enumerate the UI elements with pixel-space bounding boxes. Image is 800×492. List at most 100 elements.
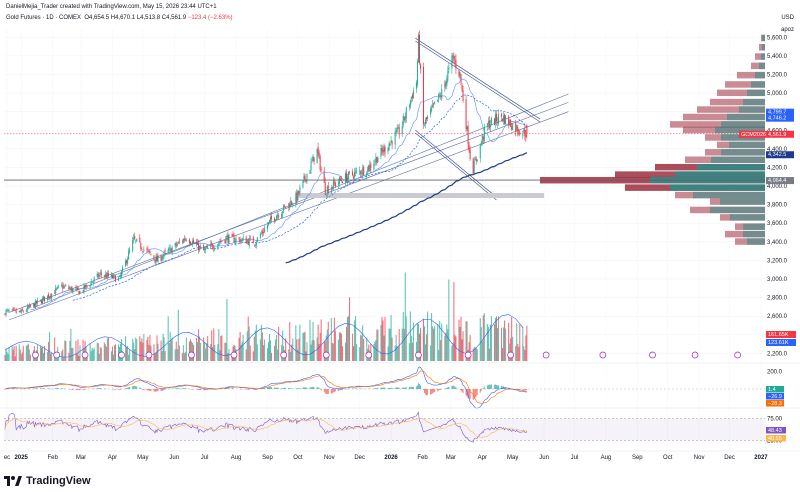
- candle-body: [451, 55, 453, 69]
- candle-body: [75, 287, 77, 289]
- symbol-name[interactable]: Gold Futures · 1D · COMEX: [6, 15, 82, 21]
- volume-profile-buy-bar: [762, 34, 765, 42]
- time-tick-label: 2025: [15, 455, 29, 461]
- volume-bar: [248, 326, 250, 361]
- volume-bar: [278, 326, 280, 361]
- candle-body: [363, 166, 365, 175]
- macd-histogram-bar: [163, 389, 165, 390]
- candle-body: [516, 125, 518, 131]
- candle-body: [33, 303, 35, 308]
- candle-body: [417, 34, 419, 62]
- volume-bar: [219, 350, 221, 361]
- macd-histogram-bar: [289, 388, 291, 389]
- candle-body: [367, 166, 369, 173]
- volume-bar: [212, 347, 214, 361]
- candle-body: [21, 308, 23, 311]
- candle-body: [267, 221, 269, 225]
- macd-histogram-bar: [282, 388, 284, 389]
- macd-histogram-bar: [225, 388, 227, 389]
- macd-histogram-bar: [475, 389, 477, 397]
- macd-histogram-bar: [389, 387, 391, 389]
- macd-histogram-bar: [437, 389, 439, 392]
- macd-pane: [0, 362, 800, 409]
- macd-histogram-bar: [494, 384, 496, 389]
- candle-body: [427, 116, 429, 119]
- candle-body: [275, 219, 277, 222]
- candle-body: [139, 237, 141, 242]
- candle-body: [389, 142, 391, 146]
- volume-bar: [168, 343, 170, 361]
- volume-profile: [540, 34, 765, 245]
- volume-bar: [157, 343, 159, 361]
- candle-body: [481, 135, 483, 144]
- candle-body: [61, 284, 63, 287]
- macd-histogram-bar: [127, 387, 129, 389]
- volume-bar: [403, 328, 405, 361]
- macd-histogram-bar: [299, 388, 301, 389]
- macd-histogram-bar: [199, 389, 201, 391]
- volume-bar: [482, 315, 484, 361]
- event-marker-icon: [145, 351, 153, 359]
- volume-bar: [396, 346, 398, 361]
- volume-bar: [505, 328, 507, 361]
- price-tick-label: 3,800.0: [767, 203, 788, 209]
- candle-body: [326, 186, 328, 194]
- macd-label-text: −28.3: [768, 401, 782, 407]
- support-zone: [297, 193, 545, 198]
- volume-bar: [288, 349, 290, 361]
- macd-histogram-bar: [142, 389, 144, 390]
- macd-histogram-bar: [84, 389, 86, 390]
- candle-body: [285, 207, 287, 209]
- candle-body: [327, 185, 329, 193]
- candle-body: [58, 285, 60, 287]
- macd-histogram-bar: [502, 386, 504, 389]
- macd-histogram-bar: [525, 389, 527, 390]
- macd-histogram-bar: [140, 388, 142, 389]
- volume-bar: [389, 328, 391, 361]
- macd-histogram-bar: [185, 388, 187, 389]
- macd-histogram-bar: [313, 387, 315, 389]
- candle-body: [368, 165, 370, 171]
- candle-body: [445, 81, 447, 85]
- candle-body: [509, 120, 511, 125]
- macd-histogram-bar: [196, 389, 198, 390]
- candle-body: [178, 241, 180, 243]
- candle-body: [318, 152, 320, 156]
- candle-body: [50, 295, 52, 298]
- candle-body: [375, 157, 377, 163]
- candle-body: [55, 287, 57, 294]
- candle-body: [465, 99, 467, 129]
- volume-bar: [245, 349, 247, 361]
- volume-bar: [384, 316, 386, 361]
- volume-bar: [349, 297, 351, 361]
- volume-bar: [451, 345, 453, 361]
- volume-bar: [494, 317, 496, 361]
- candle-body: [468, 144, 470, 152]
- macd-histogram-bar: [34, 388, 36, 389]
- volume-bar: [54, 337, 56, 361]
- candle-body: [398, 127, 400, 135]
- volume-bar: [4, 354, 6, 361]
- macd-histogram-bar: [418, 384, 420, 389]
- volume-bar: [113, 345, 115, 361]
- candle-body: [296, 192, 298, 201]
- volume-bar: [203, 337, 205, 361]
- volume-profile-sell-bar: [755, 53, 765, 60]
- volume-bar: [304, 331, 306, 361]
- macd-histogram-bar: [488, 384, 490, 389]
- macd-tick-label: 200.0: [767, 369, 783, 375]
- macd-histogram-bar: [83, 389, 85, 390]
- event-markers: [32, 351, 741, 359]
- candle-body: [525, 134, 527, 138]
- volume-bar: [469, 335, 471, 361]
- volume-bar: [49, 331, 51, 361]
- candle-body: [51, 293, 53, 299]
- volume-bar: [155, 352, 157, 361]
- macd-histogram-bar: [432, 389, 434, 394]
- macd-histogram-bar: [135, 386, 137, 389]
- volume-bar: [338, 332, 340, 361]
- volume-bar: [143, 333, 145, 361]
- candle-body: [231, 234, 233, 236]
- volume-ma-line: [4, 314, 524, 358]
